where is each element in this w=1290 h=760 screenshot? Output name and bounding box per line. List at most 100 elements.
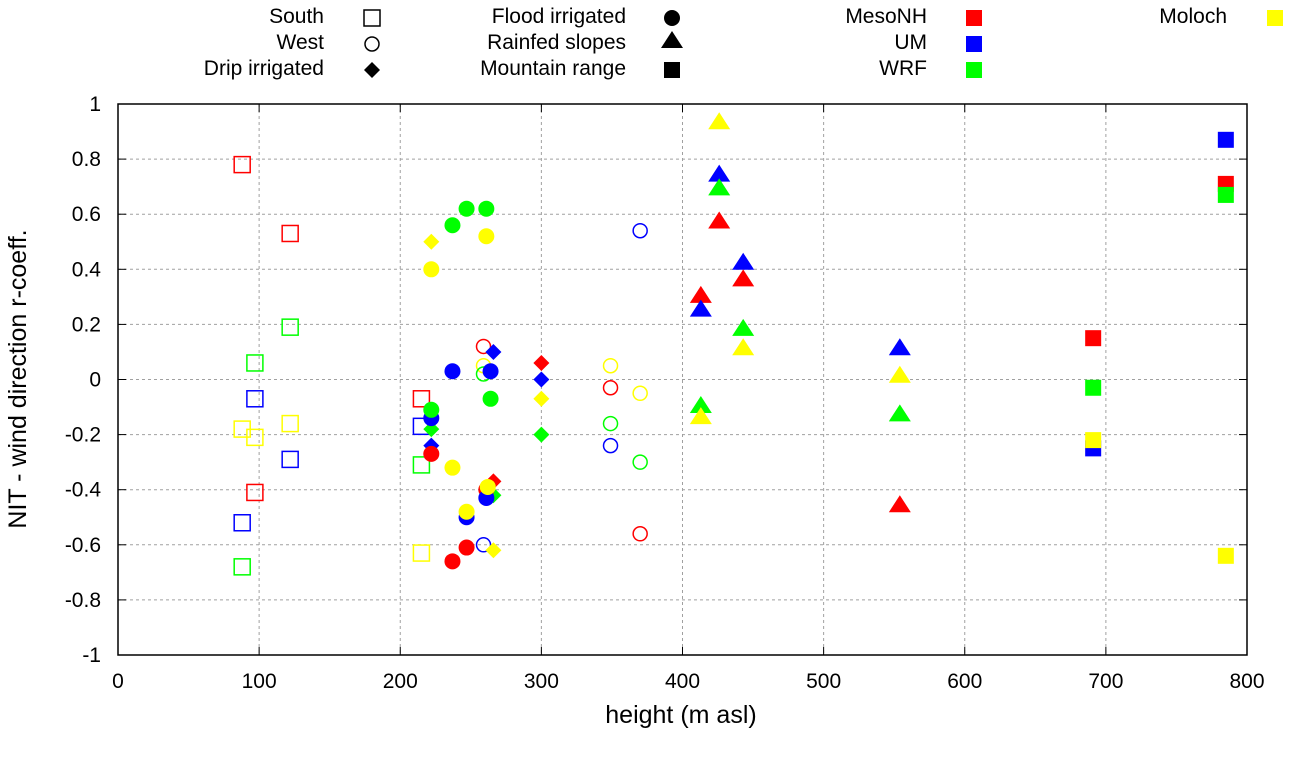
- x-tick-label: 600: [947, 670, 982, 693]
- data-point: [888, 495, 911, 513]
- data-point: [246, 428, 264, 447]
- series-flood-irrigated: [423, 200, 499, 570]
- y-tick-label: 0.2: [72, 313, 101, 336]
- legend-label: Mountain range: [480, 57, 626, 80]
- data-point: [1085, 379, 1102, 396]
- legend: South West Drip irrigated Flood irrigated Ra…: [204, 5, 1283, 80]
- data-point: [1217, 131, 1234, 148]
- data-point: [632, 385, 648, 402]
- x-tick-label: 800: [1229, 670, 1264, 693]
- x-tick-label: 300: [524, 670, 559, 693]
- data-point: [444, 363, 461, 380]
- y-tick-label: -0.6: [65, 534, 101, 557]
- legend-marker: [664, 62, 680, 78]
- data-point: [444, 459, 461, 476]
- data-point: [632, 454, 648, 470]
- x-tick-label: 0: [112, 670, 124, 693]
- data-point: [533, 390, 550, 407]
- y-tick-label: -0.2: [65, 424, 101, 447]
- data-point: [732, 338, 755, 356]
- data-point: [458, 503, 475, 520]
- data-point: [281, 450, 299, 469]
- data-point: [485, 542, 502, 559]
- legend-label: West: [277, 31, 325, 54]
- data-point: [423, 401, 440, 418]
- x-tick-label: 200: [383, 670, 418, 693]
- data-point: [888, 365, 911, 383]
- legend-label: UM: [894, 31, 927, 54]
- data-point: [233, 514, 251, 532]
- data-point: [479, 478, 496, 495]
- legend-marker: [363, 9, 381, 27]
- grid: [118, 104, 1247, 655]
- y-tick-label: 0.4: [72, 258, 102, 281]
- data-point: [423, 421, 440, 438]
- data-point: [478, 200, 495, 217]
- legend-label: South: [269, 5, 324, 28]
- y-tick-label: 0: [89, 369, 101, 392]
- data-point: [632, 222, 648, 239]
- data-point: [475, 537, 492, 553]
- y-tick-label: -0.8: [65, 589, 101, 612]
- data-point: [533, 371, 550, 388]
- x-axis-label: height (m asl): [605, 701, 756, 729]
- data-point: [475, 338, 492, 355]
- data-point: [602, 357, 619, 374]
- series-mountain-range: [1085, 131, 1234, 564]
- series-rainfed-slopes: [689, 112, 911, 513]
- x-tick-label: 700: [1088, 670, 1123, 693]
- y-tick-label: -0.4: [65, 479, 102, 502]
- data-point: [888, 404, 911, 422]
- data-point: [1085, 432, 1102, 449]
- legend-label: Flood irrigated: [492, 5, 626, 28]
- y-axis-label: NIT - wind direction r-coeff.: [4, 229, 32, 528]
- legend-label: Rainfed slopes: [487, 31, 626, 54]
- data-point: [689, 299, 712, 317]
- x-tick-label: 100: [242, 670, 277, 693]
- legend-color-swatch: [966, 62, 982, 78]
- data-point: [233, 155, 251, 174]
- data-point: [281, 414, 299, 433]
- data-point: [689, 396, 712, 414]
- legend-label: WRF: [879, 57, 927, 80]
- data-point: [482, 363, 499, 380]
- legend-marker: [661, 31, 683, 48]
- legend-label: MesoNH: [845, 5, 927, 28]
- data-point: [412, 390, 431, 408]
- y-ticks: -1 -0.8 -0.6 -0.4 -0.2 0 0.2 0.4 0.6 0.8 1: [65, 93, 1247, 667]
- data-point: [632, 526, 648, 542]
- data-point: [1217, 186, 1234, 203]
- data-point: [412, 456, 431, 474]
- x-tick-label: 500: [806, 670, 841, 693]
- legend-marker: [664, 10, 680, 26]
- legend-label: Moloch: [1159, 5, 1227, 28]
- data-point: [689, 407, 712, 425]
- data-point: [246, 390, 264, 408]
- y-tick-label: 0.8: [72, 148, 101, 171]
- y-tick-label: -1: [82, 644, 101, 667]
- data-point: [485, 343, 502, 360]
- legend-color-swatch: [966, 10, 982, 26]
- data-point: [478, 228, 495, 245]
- data-point: [423, 445, 440, 462]
- data-point: [246, 354, 264, 372]
- data-point: [281, 318, 299, 336]
- x-tick-label: 400: [665, 670, 700, 693]
- data-point: [482, 390, 499, 407]
- legend-color-swatch: [966, 36, 982, 52]
- data-point: [423, 233, 440, 250]
- data-point: [888, 338, 911, 356]
- data-point: [458, 539, 475, 556]
- data-point: [1217, 547, 1234, 564]
- data-point: [708, 112, 731, 130]
- data-point: [602, 380, 619, 396]
- series-west: [475, 222, 648, 553]
- data-point: [602, 437, 619, 454]
- data-point: [246, 483, 264, 502]
- data-point: [458, 200, 475, 217]
- data-point: [423, 261, 440, 278]
- data-point: [689, 285, 712, 303]
- data-point: [602, 415, 619, 432]
- y-tick-label: 1: [89, 93, 101, 116]
- series-south: [233, 155, 431, 576]
